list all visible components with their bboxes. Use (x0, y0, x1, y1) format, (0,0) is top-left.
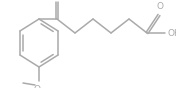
Text: OH: OH (167, 29, 176, 37)
Text: O: O (156, 2, 164, 11)
Text: O: O (33, 85, 40, 88)
